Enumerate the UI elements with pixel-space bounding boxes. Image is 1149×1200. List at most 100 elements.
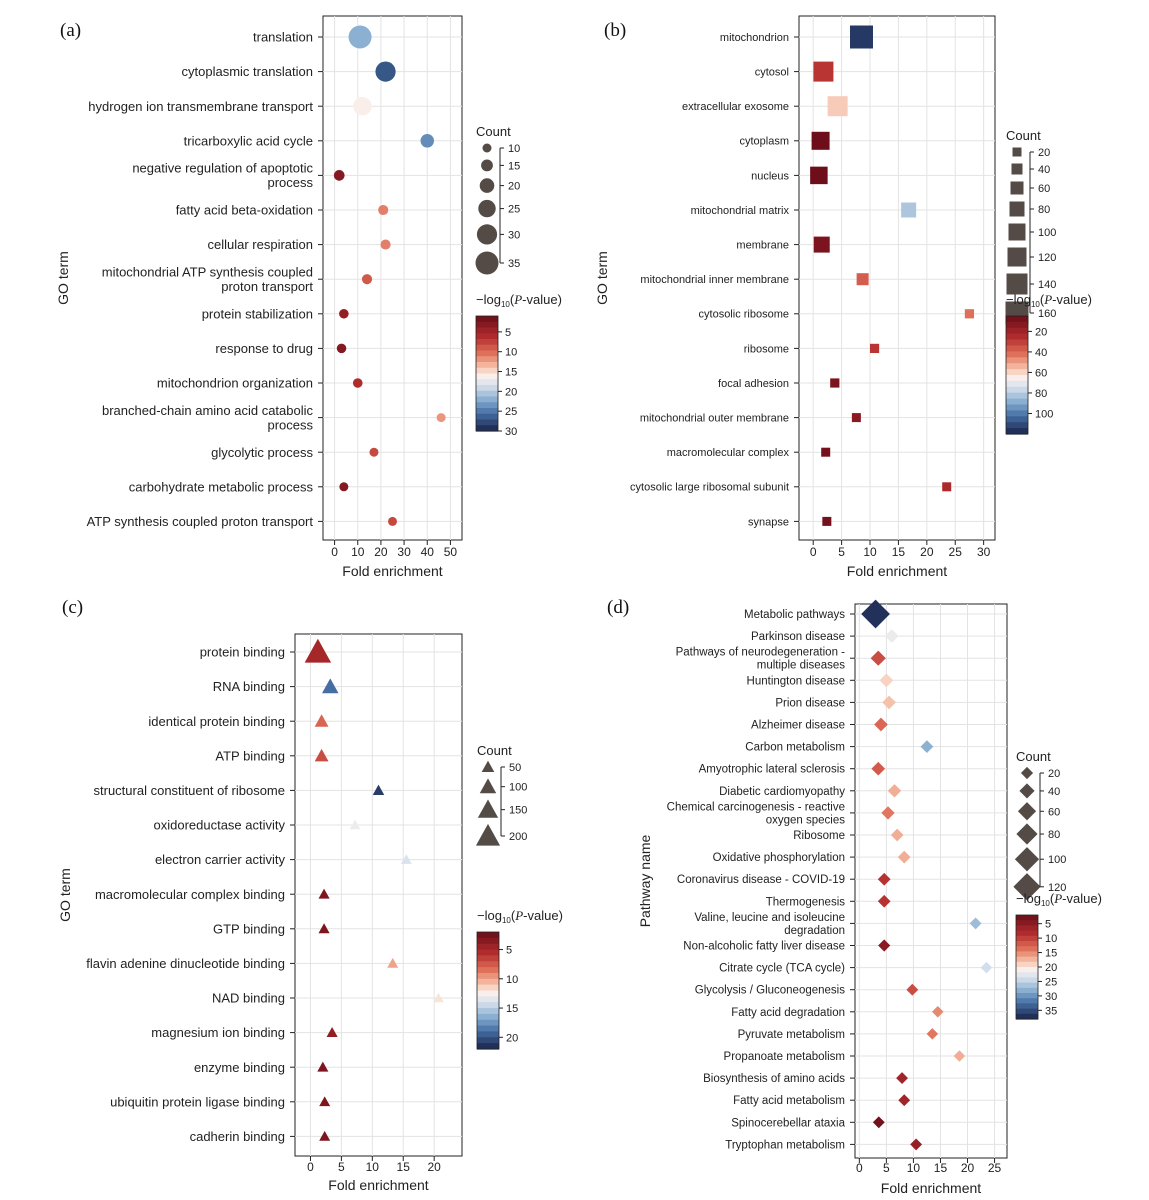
data-point [901, 202, 917, 218]
y-axis-title: GO term [594, 251, 610, 305]
x-axis-title: Fold enrichment [881, 1180, 981, 1196]
x-tick-label: 15 [934, 1161, 948, 1175]
size-legend-label: 140 [1038, 279, 1056, 291]
colorbar-tick-label: 20 [1035, 326, 1047, 338]
colorbar-tick-label: 30 [1045, 991, 1057, 1003]
category-label: protein binding [200, 645, 285, 660]
category-label: Citrate cycle (TCA cycle) [719, 963, 845, 975]
size-legend-label: 20 [508, 181, 520, 193]
size-legend-marker [482, 143, 492, 153]
size-legend-label: 100 [509, 782, 527, 794]
category-label: structural constituent of ribosome [94, 783, 285, 798]
category-label: mitochondrion [720, 32, 789, 44]
category-label: Chemical carcinogenesis - reactive [667, 801, 845, 813]
colorbar-tick-label: 5 [1045, 919, 1051, 931]
size-legend-label: 15 [508, 160, 520, 172]
colorbar-band [1006, 333, 1028, 341]
color-legend-title-part: −log [477, 908, 502, 923]
category-label: multiple diseases [757, 660, 845, 672]
colorbar-band [477, 943, 499, 951]
data-point [874, 717, 888, 732]
data-point [898, 1094, 911, 1107]
category-label: ribosome [744, 343, 789, 355]
colorbar-tick-label: 10 [1045, 933, 1057, 945]
x-tick-label: 0 [331, 545, 338, 559]
category-label: synapse [748, 516, 789, 528]
size-legend-label: 50 [509, 762, 521, 774]
color-legend-title-part: P [1043, 292, 1052, 307]
colorbar-tick-label: 20 [506, 1032, 518, 1044]
colorbar-band [477, 1002, 499, 1009]
x-tick-label: 0 [810, 545, 817, 559]
category-label: Carbon metabolism [745, 742, 845, 754]
colorbar-band [477, 984, 499, 992]
data-point [336, 343, 347, 354]
color-legend-title-part: P [514, 908, 523, 923]
x-tick-label: 20 [374, 545, 388, 559]
category-label: NAD binding [212, 991, 285, 1006]
category-label: flavin adenine dinucleotide binding [86, 956, 285, 971]
colorbar-band [1016, 935, 1038, 942]
data-point [378, 204, 389, 216]
size-legend-marker [1009, 201, 1025, 217]
colorbar-tick-label: 15 [1045, 948, 1057, 960]
size-legend-label: 20 [1038, 147, 1050, 159]
x-tick-label: 25 [988, 1161, 1002, 1175]
data-point [890, 828, 904, 842]
size-legend-label: 20 [1048, 768, 1060, 780]
data-point [980, 961, 993, 974]
category-label: magnesium ion binding [151, 1025, 285, 1040]
color-legend-title-part: ( [511, 908, 516, 923]
size-legend-label: 35 [508, 258, 520, 270]
colorbar-band [1006, 380, 1028, 388]
x-tick-label: 5 [338, 1160, 345, 1174]
colorbar-band [1016, 941, 1038, 947]
size-legend-title: Count [1006, 128, 1041, 143]
colorbar-band [1006, 339, 1028, 347]
category-label: carbohydrate metabolic process [129, 479, 314, 494]
color-legend-title-part: -value) [523, 908, 563, 923]
category-label: Metabolic pathways [744, 609, 845, 621]
category-label: ubiquitin protein ligase binding [110, 1094, 285, 1109]
category-label: tricarboxylic acid cycle [184, 133, 313, 148]
data-point [314, 748, 329, 762]
colorbar-band [476, 385, 498, 392]
size-legend-label: 100 [1038, 227, 1056, 239]
colorbar-band [1006, 428, 1028, 435]
colorbar-band [477, 996, 499, 1003]
size-legend-marker [475, 823, 501, 846]
colorbar-tick-label: 20 [1045, 962, 1057, 974]
data-point [910, 1138, 923, 1151]
panel-c: (c) 0 5 10 15 20 protein binding RNA binding ide… [57, 597, 563, 1193]
category-label: Diabetic cardiomyopathy [719, 786, 845, 798]
size-legend-label: 120 [1038, 252, 1056, 264]
category-label: GTP binding [213, 921, 285, 936]
colorbar-band [1016, 930, 1038, 937]
colorbar-band [477, 1037, 499, 1044]
colorbar-tick-label: 100 [1035, 408, 1053, 420]
color-legend-title-part: −log [1006, 292, 1031, 307]
category-label: Non-alcoholic fatty liver disease [683, 941, 845, 953]
category-label: Fatty acid metabolism [733, 1095, 845, 1107]
size-legend-marker [1012, 147, 1022, 157]
category-label: oxidoreductase activity [153, 818, 285, 833]
category-label: proton transport [221, 279, 313, 294]
data-point [877, 894, 891, 908]
x-tick-label: 0 [307, 1160, 314, 1174]
colorbar-band [477, 949, 499, 956]
data-point [827, 96, 848, 117]
y-axis-title: Pathway name [637, 834, 653, 927]
x-tick-label: 30 [977, 545, 991, 559]
data-point [388, 516, 397, 526]
data-point [420, 134, 434, 148]
size-legend-marker [1006, 273, 1028, 295]
colorbar-band [1016, 951, 1038, 958]
category-label: RNA binding [213, 679, 285, 694]
colorbar-band [1006, 369, 1028, 376]
category-label: macromolecular complex binding [95, 887, 285, 902]
y-axis-title: GO term [57, 868, 73, 922]
colorbar-band [476, 367, 498, 375]
data-point [861, 599, 890, 629]
data-point [882, 695, 896, 710]
colorbar-band [476, 356, 498, 363]
